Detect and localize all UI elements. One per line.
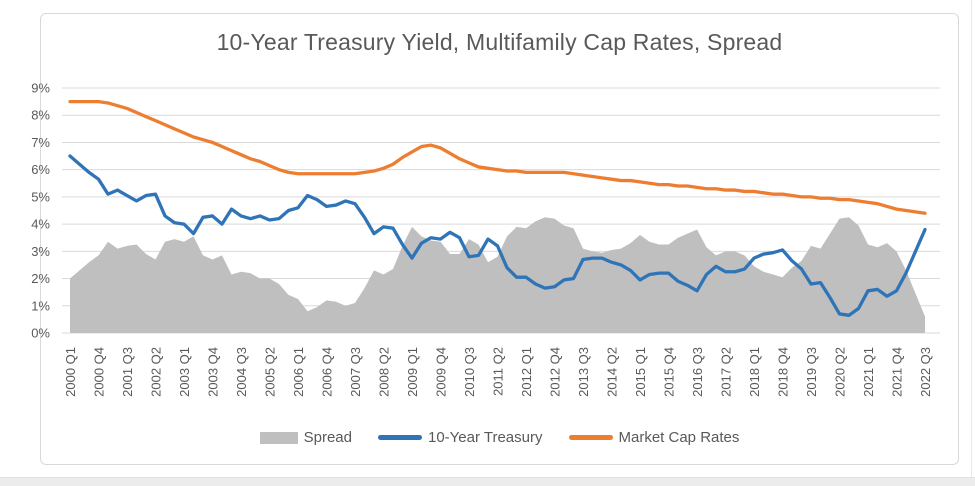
- footer-bar: [0, 477, 975, 486]
- x-tick-label: 2009 Q1: [405, 347, 420, 397]
- x-tick-label: 2015 Q1: [633, 347, 648, 397]
- x-tick-label: 2000 Q4: [92, 347, 107, 397]
- x-tick-label: 2005 Q2: [263, 347, 278, 397]
- y-tick-label: 8%: [31, 108, 50, 123]
- x-tick-label: 2007 Q3: [348, 347, 363, 397]
- x-tick-label: 2021 Q4: [890, 347, 905, 397]
- y-tick-label: 7%: [31, 135, 50, 150]
- page-right-edge: [971, 0, 972, 477]
- legend-label-treasury: 10-Year Treasury: [427, 429, 543, 446]
- x-tick-label: 2012 Q4: [548, 347, 563, 397]
- y-tick-label: 0%: [31, 326, 50, 341]
- x-tick-label: 2004 Q3: [234, 347, 249, 397]
- legend-item-treasury: 10-Year Treasury: [377, 429, 543, 446]
- x-tick-label: 2001 Q3: [120, 347, 135, 397]
- y-tick-label: 5%: [31, 189, 50, 204]
- x-tick-label: 2015 Q4: [662, 347, 677, 397]
- treasury-line: [68, 154, 927, 317]
- y-tick-label: 3%: [31, 244, 50, 259]
- x-tick-label: 2012 Q1: [519, 347, 534, 397]
- chart-title: 10-Year Treasury Yield, Multifamily Cap …: [216, 29, 783, 55]
- x-tick-label: 2014 Q2: [605, 347, 620, 397]
- y-tick-label: 9%: [31, 81, 50, 96]
- x-tick-label: 2009 Q4: [434, 347, 449, 397]
- x-tick-label: 2006 Q4: [320, 347, 335, 397]
- x-tick-label: 2010 Q3: [462, 347, 477, 397]
- x-tick-label: 2016 Q3: [690, 347, 705, 397]
- x-tick-label: 2003 Q4: [206, 347, 221, 397]
- x-tick-label: 2013 Q3: [576, 347, 591, 397]
- x-tick-label: 2017 Q2: [719, 347, 734, 397]
- x-tick-label: 2000 Q1: [63, 347, 78, 397]
- chart-legend: Spread 10-Year Treasury Market Cap Rates: [40, 429, 959, 446]
- cap-rates-line: [68, 99, 927, 215]
- spread-area: [70, 217, 925, 333]
- x-tick-label: 2022 Q3: [918, 347, 933, 397]
- x-tick-label: 2019 Q3: [804, 347, 819, 397]
- treasury-swatch: [377, 435, 422, 440]
- spread-swatch: [259, 431, 298, 444]
- x-tick-label: 2021 Q1: [861, 347, 876, 397]
- x-tick-label: 2020 Q2: [833, 347, 848, 397]
- x-tick-label: 2011 Q2: [491, 347, 506, 396]
- x-tick-label: 2002 Q2: [149, 347, 164, 397]
- x-tick-label: 2008 Q2: [377, 347, 392, 397]
- x-tick-label: 2006 Q1: [291, 347, 306, 397]
- x-tick-label: 2018 Q1: [747, 347, 762, 397]
- x-tick-label: 2018 Q4: [776, 347, 791, 397]
- legend-label-spread: Spread: [303, 429, 352, 446]
- y-tick-label: 4%: [31, 217, 50, 232]
- y-tick-label: 1%: [31, 298, 50, 313]
- cap-rates-swatch: [568, 435, 613, 440]
- y-tick-label: 6%: [31, 162, 50, 177]
- legend-item-cap-rates: Market Cap Rates: [568, 429, 740, 446]
- legend-item-spread: Spread: [259, 429, 352, 446]
- x-tick-label: 2003 Q1: [177, 347, 192, 397]
- y-tick-label: 2%: [31, 271, 50, 286]
- legend-label-cap-rates: Market Cap Rates: [618, 429, 740, 446]
